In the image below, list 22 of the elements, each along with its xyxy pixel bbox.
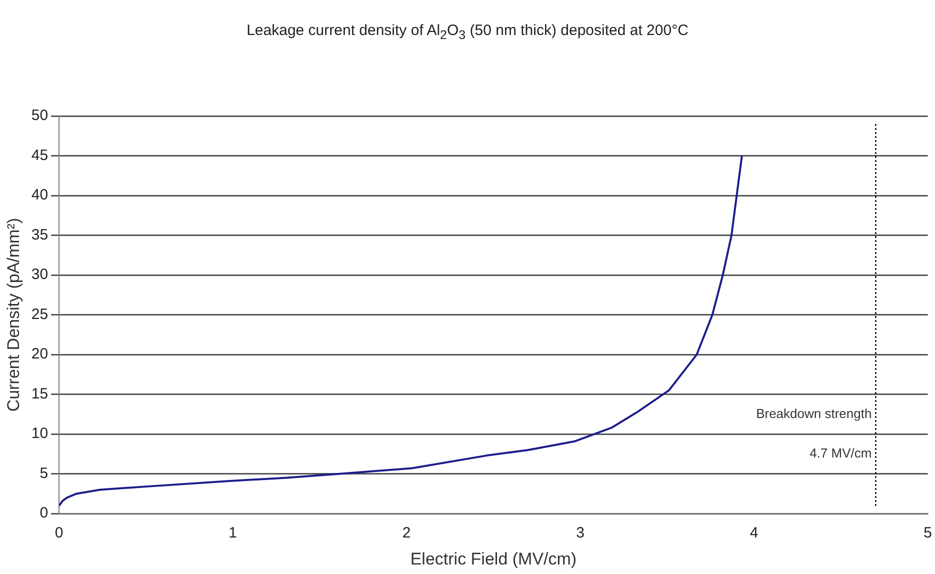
x-tick-label: 3 — [576, 524, 585, 542]
y-tick-label: 10 — [31, 425, 48, 442]
y-tick-label: 5 — [40, 464, 48, 482]
y-tick-label: 15 — [31, 385, 48, 402]
x-axis-title: Electric Field (MV/cm) — [410, 549, 577, 568]
x-tick-label: 5 — [924, 524, 932, 542]
x-tick-label: 1 — [228, 524, 238, 542]
y-tick-label: 0 — [40, 504, 48, 522]
ref-line-label: 4.7 MV/cm — [810, 446, 872, 461]
x-tick-label: 2 — [402, 524, 411, 542]
y-tick-label: 20 — [31, 346, 48, 363]
y-tick-label: 45 — [31, 146, 48, 164]
y-axis-title: Current Density (pA/mm²) — [4, 218, 23, 412]
x-tick-label: 4 — [750, 524, 758, 542]
y-tick-label: 35 — [31, 226, 48, 244]
chart-title: Leakage current density of Al$_{2}$O$_{3}$ (50 nm thick) deposited at 200°C — [246, 22, 690, 42]
y-tick-label: 40 — [31, 186, 48, 204]
annotation: Breakdown strength — [756, 406, 872, 421]
y-tick-label: 25 — [31, 306, 48, 323]
y-tick-label: 50 — [31, 107, 48, 124]
y-tick-label: 30 — [31, 266, 48, 284]
x-tick-label: 0 — [54, 524, 64, 542]
